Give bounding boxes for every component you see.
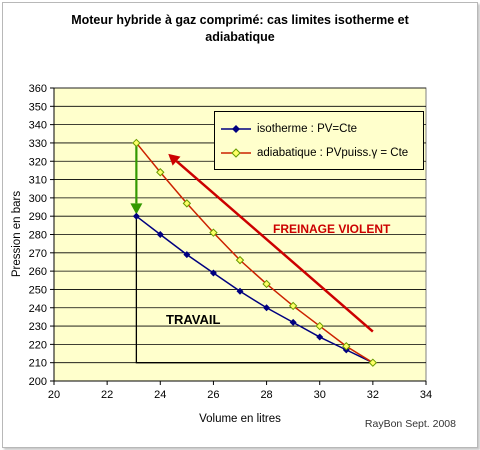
y-tick-label: 200 xyxy=(29,376,47,388)
y-tick-label: 250 xyxy=(29,284,47,296)
series-group xyxy=(132,138,378,367)
y-tick-label: 350 xyxy=(29,101,47,113)
data-point-0 xyxy=(183,251,191,259)
legend: isotherme : PV=Cte adiabatique : PVpuiss… xyxy=(214,111,424,170)
y-tick-label: 270 xyxy=(29,248,47,260)
legend-item-isotherme: isotherme : PV=Cte xyxy=(221,121,357,137)
y-tick-label: 310 xyxy=(29,175,47,187)
x-tick-label: 24 xyxy=(154,389,166,401)
data-point-0 xyxy=(132,212,140,220)
data-point-1 xyxy=(342,341,351,351)
data-point-0 xyxy=(209,269,217,277)
legend-label-isotherme: isotherme : PV=Cte xyxy=(257,123,358,135)
freinage-arrow-head xyxy=(168,153,181,166)
x-tick-label: 26 xyxy=(207,389,219,401)
x-tick-label: 34 xyxy=(420,389,432,401)
legend-item-adiabatique: adiabatique : PVpuiss.γ = Cte xyxy=(221,145,408,161)
x-tick-label: 20 xyxy=(48,389,60,401)
x-tick-label: 22 xyxy=(101,389,113,401)
data-point-0 xyxy=(236,287,244,295)
y-tick-label: 280 xyxy=(29,230,47,242)
data-point-1 xyxy=(209,228,218,237)
y-tick-label: 290 xyxy=(29,211,47,223)
y-tick-label: 330 xyxy=(29,138,47,150)
y-tick-label: 220 xyxy=(29,339,47,351)
travail-label: TRAVAIL xyxy=(166,312,220,327)
y-tick-label: 260 xyxy=(29,266,47,278)
data-point-1 xyxy=(182,199,192,208)
y-tick-label: 340 xyxy=(29,120,47,132)
credit-text: RayBon Sept. 2008 xyxy=(364,418,456,430)
chart-title-line1: Moteur hybride à gaz comprimé: cas limit… xyxy=(71,13,409,27)
data-point-1 xyxy=(368,358,378,367)
travail-triangle xyxy=(135,216,373,364)
chart-title-line2: adiabatique xyxy=(205,30,275,44)
data-point-1 xyxy=(132,138,141,148)
data-point-0 xyxy=(156,231,164,238)
data-point-1 xyxy=(262,279,271,289)
legend-label-adiabatique: adiabatique : PVpuiss.γ = Cte xyxy=(257,147,409,159)
data-point-1 xyxy=(288,301,298,311)
freinage-arrow-shaft xyxy=(175,160,374,333)
x-tick-label: 30 xyxy=(314,389,326,401)
y-tick-label: 240 xyxy=(29,303,47,315)
data-point-1 xyxy=(235,255,245,265)
y-tick-label: 300 xyxy=(29,193,47,205)
legend-marker-isotherme xyxy=(221,125,251,133)
y-tick-label: 320 xyxy=(29,156,47,168)
legend-marker-adiabatique xyxy=(221,148,251,158)
data-point-1 xyxy=(156,168,165,177)
chart-title: Moteur hybride à gaz comprimé: cas limit… xyxy=(0,12,480,46)
y-tick-label: 230 xyxy=(29,321,47,333)
data-point-0 xyxy=(263,304,271,312)
axis-ticks: 200 210 220 230 240 250 260 270 280 290 300 310 320 3… xyxy=(29,83,432,401)
y-axis-label: Pression en bars xyxy=(11,190,23,278)
annotation-shapes xyxy=(130,142,374,364)
data-point-0 xyxy=(316,333,324,341)
x-tick-label: 28 xyxy=(260,389,272,401)
green-arrow-head xyxy=(130,203,143,215)
x-tick-label: 32 xyxy=(367,389,379,401)
data-point-0 xyxy=(289,318,297,326)
y-tick-label: 210 xyxy=(29,358,47,370)
x-axis-label: Volume en litres xyxy=(199,413,281,425)
series-line-0 xyxy=(135,215,374,364)
data-point-1 xyxy=(315,321,324,331)
series-line-1 xyxy=(135,142,374,364)
freinage-label: FREINAGE VIOLENT xyxy=(273,222,391,236)
y-tick-label: 360 xyxy=(29,83,47,95)
